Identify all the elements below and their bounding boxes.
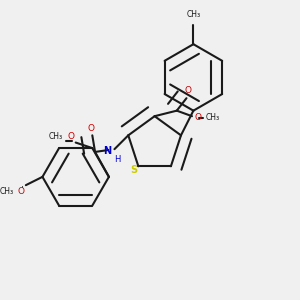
- Text: O: O: [194, 113, 201, 122]
- Text: O: O: [87, 124, 94, 133]
- Text: O: O: [67, 132, 74, 141]
- Text: CH₃: CH₃: [206, 113, 220, 122]
- Text: O: O: [17, 187, 25, 196]
- Text: H: H: [114, 155, 120, 164]
- Text: O: O: [184, 86, 191, 95]
- Text: CH₃: CH₃: [0, 187, 14, 196]
- Text: S: S: [130, 165, 138, 176]
- Text: CH₃: CH₃: [49, 132, 63, 141]
- Text: CH₃: CH₃: [186, 10, 200, 19]
- Text: N: N: [103, 146, 112, 156]
